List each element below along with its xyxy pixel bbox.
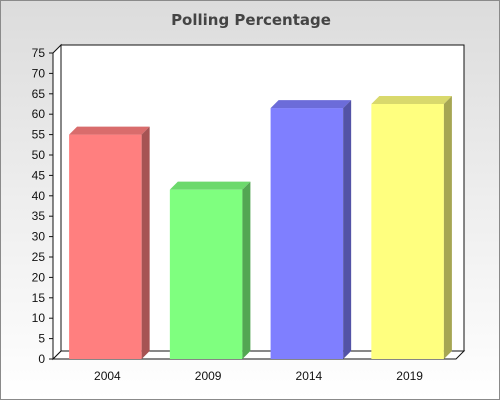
y-tick-label: 45 [32, 168, 46, 182]
y-tick-label: 10 [32, 311, 46, 325]
y-tick-label: 15 [32, 291, 46, 305]
bar-front [69, 134, 142, 359]
y-tick-label: 25 [32, 250, 46, 264]
y-tick-label: 35 [32, 209, 46, 223]
plot-left-wall [52, 43, 62, 361]
bar-2004 [69, 126, 150, 359]
bar-top [69, 126, 150, 135]
y-tick-label: 55 [32, 128, 46, 142]
bar-top [371, 96, 452, 104]
x-tick-label: 2014 [296, 369, 323, 383]
bar-front [371, 104, 444, 359]
bar-side [343, 100, 352, 359]
y-tick-label: 5 [38, 332, 45, 346]
bar-2019 [371, 96, 452, 359]
y-tick-label: 60 [32, 107, 46, 121]
y-tick-label: 20 [32, 270, 46, 284]
x-tick-label: 2009 [195, 369, 222, 383]
x-tick-label: 2004 [94, 369, 121, 383]
y-tick-label: 70 [32, 66, 46, 80]
bar-2009 [169, 181, 251, 359]
bar-top [270, 100, 352, 109]
bars [69, 96, 452, 359]
bar-side [141, 126, 150, 359]
y-tick-label: 75 [32, 46, 46, 60]
y-tick-label: 30 [32, 230, 46, 244]
x-axis-labels: 2004 2009 2014 2019 [94, 369, 423, 383]
y-tick-label: 40 [32, 189, 46, 203]
y-tick-label: 50 [32, 148, 46, 162]
bar-side [443, 96, 452, 359]
y-axis-ticks: 0 5 10 15 20 25 30 35 40 45 50 55 60 65 70 75 [32, 46, 53, 366]
x-tick-label: 2019 [396, 369, 423, 383]
bar-2014 [270, 100, 352, 359]
chart-title: Polling Percentage [171, 11, 331, 29]
bar-side [242, 181, 251, 359]
y-tick-label: 0 [38, 352, 45, 366]
bar-top [169, 181, 251, 190]
y-tick-label: 65 [32, 87, 46, 101]
bar-front [169, 189, 243, 359]
bar-front [270, 108, 344, 359]
